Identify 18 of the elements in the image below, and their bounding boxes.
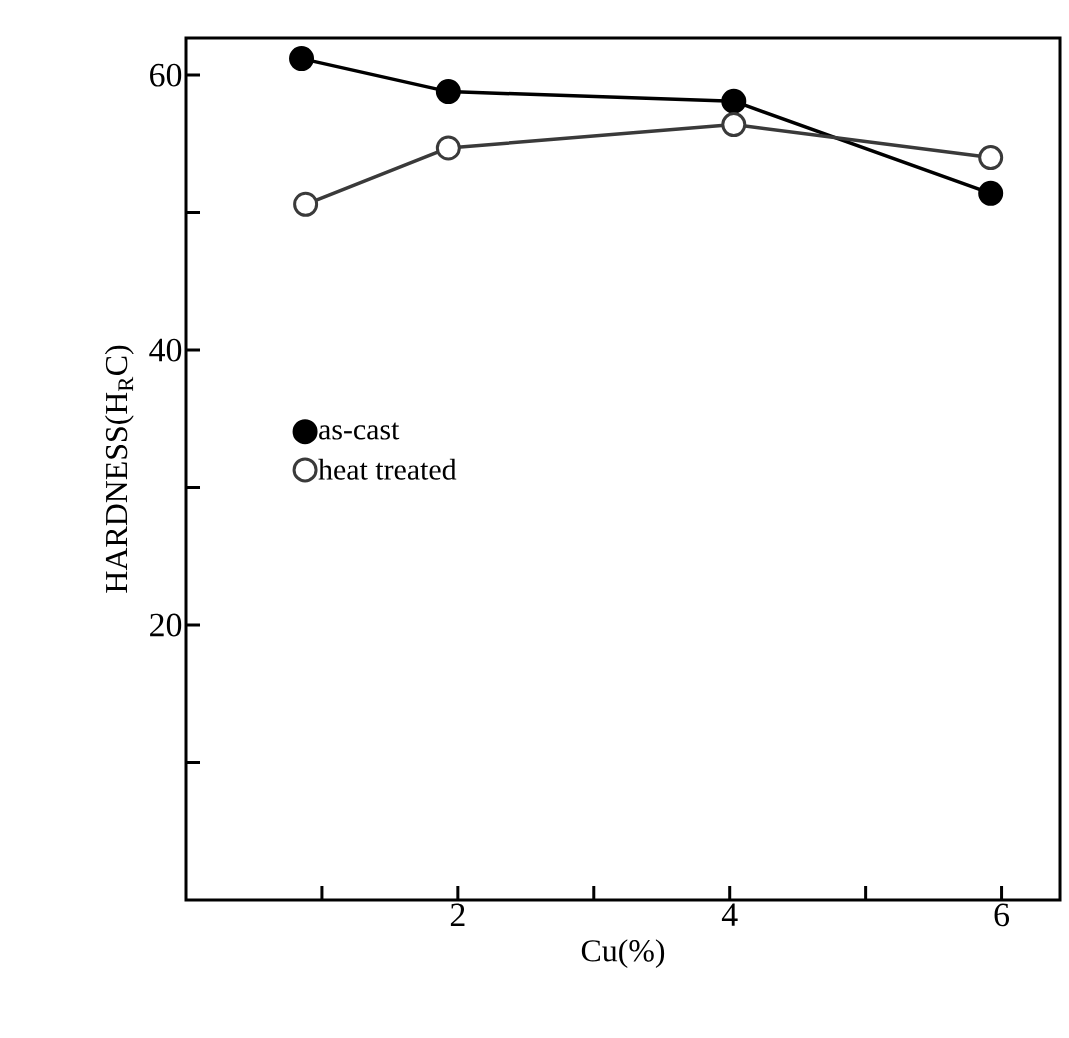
point (435, 135, 461, 161)
x-tick-label: 2 (450, 903, 465, 926)
point (721, 112, 747, 138)
y-tick-label: 40 (149, 338, 182, 362)
y-axis-title: HARDNESS(H$_{R}$C) (104, 345, 134, 593)
point (721, 88, 747, 114)
point (978, 145, 1004, 171)
legend-label: as-cast (319, 422, 400, 440)
point (978, 180, 1004, 206)
point (435, 79, 461, 105)
x-axis-title: Cu(%) (581, 939, 665, 969)
point (293, 191, 319, 217)
x-tick-label: 4 (721, 903, 738, 926)
y-tick-label: 60 (150, 63, 182, 87)
legend-label: heat treated (318, 458, 457, 480)
x-tick-label: 6 (994, 903, 1010, 927)
y-tick-label: 20 (150, 613, 182, 637)
point (289, 46, 315, 72)
